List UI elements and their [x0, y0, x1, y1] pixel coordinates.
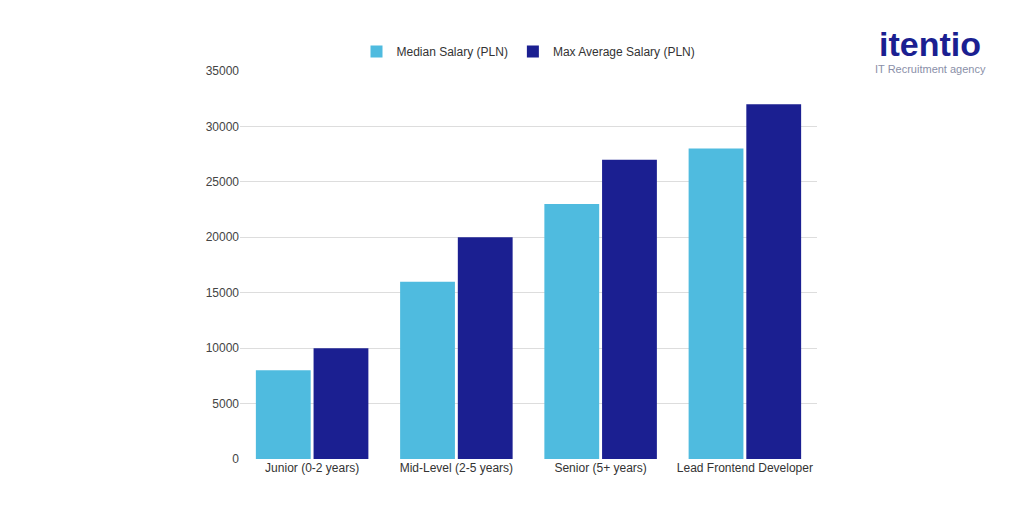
svg-text:30000: 30000: [206, 120, 240, 134]
svg-text:5000: 5000: [212, 397, 239, 411]
svg-text:Junior (0-2 years): Junior (0-2 years): [265, 461, 359, 475]
svg-text:10000: 10000: [206, 341, 240, 355]
svg-text:Lead Frontend Developer: Lead Frontend Developer: [677, 461, 813, 475]
svg-text:Senior (5+ years): Senior (5+ years): [554, 461, 646, 475]
svg-text:0: 0: [232, 452, 239, 466]
svg-text:Max Average Salary (PLN): Max Average Salary (PLN): [553, 45, 695, 59]
svg-text:Mid-Level (2-5 years): Mid-Level (2-5 years): [400, 461, 513, 475]
svg-text:Median Salary (PLN): Median Salary (PLN): [397, 45, 508, 59]
svg-text:itentio: itentio: [879, 25, 981, 63]
svg-text:20000: 20000: [206, 230, 240, 244]
svg-text:25000: 25000: [206, 175, 240, 189]
svg-text:35000: 35000: [206, 64, 240, 78]
svg-text:15000: 15000: [206, 286, 240, 300]
svg-text:IT Recruitment agency: IT Recruitment agency: [875, 63, 986, 75]
